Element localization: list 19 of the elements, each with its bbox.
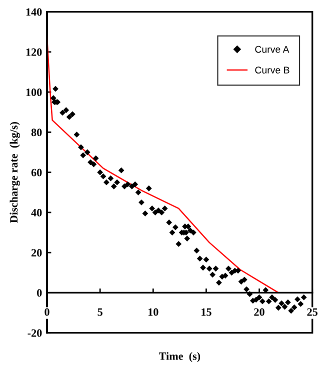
x-tick-label: 5 <box>98 308 102 316</box>
x-axis-title: Time (s) <box>158 352 200 362</box>
y-axis-title: Discharge rate (kg/s) <box>10 122 20 223</box>
x-tick-label: 20 <box>254 308 264 316</box>
y-tick-label: 0 <box>37 289 42 297</box>
y-tick-label: 20 <box>32 249 42 257</box>
x-tick-label: 0 <box>44 308 50 316</box>
y-tick-label: 60 <box>31 168 42 176</box>
y-tick-label: 140 <box>26 8 42 16</box>
y-tick-label: 120 <box>26 48 42 56</box>
legend-label: Curve A <box>255 46 290 53</box>
y-tick-label: 100 <box>26 88 42 96</box>
legend-label: Curve B <box>255 66 290 74</box>
x-tick-label: 10 <box>148 308 158 316</box>
y-tick-label: 80 <box>31 128 42 136</box>
y-tick-label: -20 <box>28 329 42 337</box>
x-tick-label: 25 <box>307 308 318 316</box>
y-tick-label: 40 <box>31 208 42 216</box>
x-tick-label: 15 <box>202 308 212 316</box>
